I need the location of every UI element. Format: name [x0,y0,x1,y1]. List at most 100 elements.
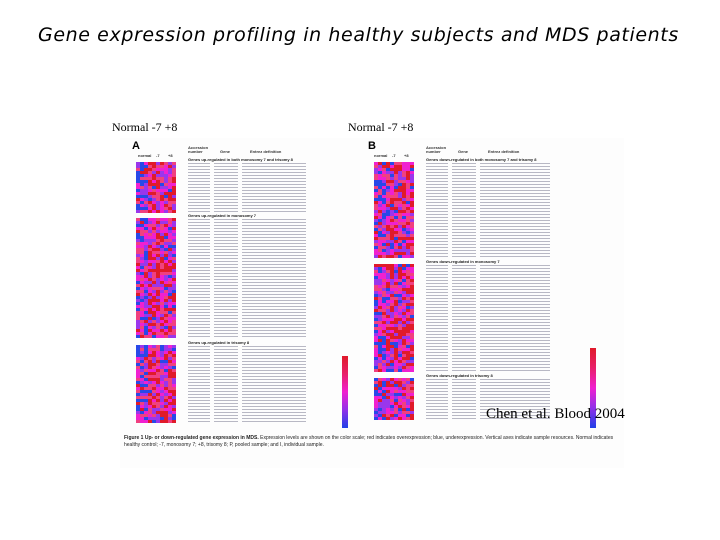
heatmap-cell [402,204,406,207]
heatmap-cell [156,302,160,305]
heatmap-cell [374,312,378,315]
heatmap-cell [390,378,394,381]
heatmap-cell [394,216,398,219]
heatmap-cell [378,288,382,291]
heatmap-cell [402,300,406,303]
heatmap-cell [152,218,156,221]
panel-a-group-plus8: +8 [168,153,173,158]
heatmap-cell [382,240,386,243]
gene-text-line [452,202,476,203]
heatmap-cell [394,240,398,243]
heatmap-cell [394,204,398,207]
heatmap-cell [136,329,140,332]
heatmap-cell [394,207,398,210]
heatmap-cell [382,204,386,207]
heatmap-cell [382,183,386,186]
heatmap-cell [164,351,168,354]
gene-text-line [242,285,306,286]
heatmap-cell [168,408,172,411]
heatmap-cell [148,183,152,186]
heatmap-cell [410,195,414,198]
heatmap-cell [378,192,382,195]
gene-text-line [452,319,476,320]
heatmap-cell [152,351,156,354]
gene-text-line [188,361,210,362]
gene-text-line [452,238,476,239]
heatmap-cell [148,317,152,320]
heatmap-cell [398,312,402,315]
heatmap-cell [378,348,382,351]
gene-text-line [452,211,476,212]
heatmap-cell [410,348,414,351]
heatmap-cell [144,299,148,302]
gene-text-line [188,288,210,289]
heatmap-cell [164,221,168,224]
heatmap-cell [172,168,176,171]
heatmap-cell [374,189,378,192]
heatmap-cell [390,390,394,393]
heatmap-cell [136,305,140,308]
heatmap-cell [394,381,398,384]
heatmap-cell [172,189,176,192]
heatmap-cell [148,305,152,308]
heatmap-cell [402,309,406,312]
gene-text-line [242,199,306,200]
heatmap-cell [144,354,148,357]
heatmap-cell [394,189,398,192]
heatmap-cell [406,255,410,258]
gene-text-line [452,331,476,332]
heatmap-cell [156,257,160,260]
heatmap-cell [136,180,140,183]
heatmap-cell [374,267,378,270]
heatmap-cell [406,345,410,348]
heatmap-cell [144,201,148,204]
heatmap-cell [378,174,382,177]
gene-text-line [426,334,448,335]
heatmap-cell [164,245,168,248]
heatmap-cell [398,300,402,303]
heatmap-cell [156,393,160,396]
heatmap-cell [164,390,168,393]
gene-text-line [188,273,210,274]
gene-text-line [242,270,306,271]
heatmap-cell [144,248,148,251]
heatmap-cell [398,306,402,309]
gene-text-line [452,382,476,383]
gene-text-line [214,355,238,356]
heatmap-cell [398,240,402,243]
heatmap-cell [164,348,168,351]
heatmap-cell [398,204,402,207]
heatmap-cell [144,402,148,405]
heatmap-cell [402,402,406,405]
heatmap-cell [390,327,394,330]
gene-text-line [214,312,238,313]
heatmap-cell [172,326,176,329]
heatmap-cell [374,162,378,165]
gene-text-line [188,222,210,223]
heatmap-cell [382,333,386,336]
gene-text-line [188,400,210,401]
heatmap-cell [136,192,140,195]
gene-text-line [426,337,448,338]
heatmap-cell [148,402,152,405]
gene-text-line [480,226,550,227]
gene-text-line [480,403,550,404]
heatmap-cell [382,168,386,171]
heatmap-cell [160,171,164,174]
gene-text-line [452,241,476,242]
heatmap-cell [386,321,390,324]
heatmap-cell [398,411,402,414]
heatmap-cell [140,314,144,317]
gene-text-line [426,166,448,167]
heatmap-cell [148,387,152,390]
heatmap-cell [378,225,382,228]
heatmap-cell [152,335,156,338]
gene-text-line [188,324,210,325]
heatmap-cell [398,348,402,351]
heatmap-cell [382,198,386,201]
heatmap-cell [394,384,398,387]
heatmap-cell [136,254,140,257]
heatmap-cell [410,201,414,204]
heatmap-cell [374,174,378,177]
heatmap-cell [398,336,402,339]
